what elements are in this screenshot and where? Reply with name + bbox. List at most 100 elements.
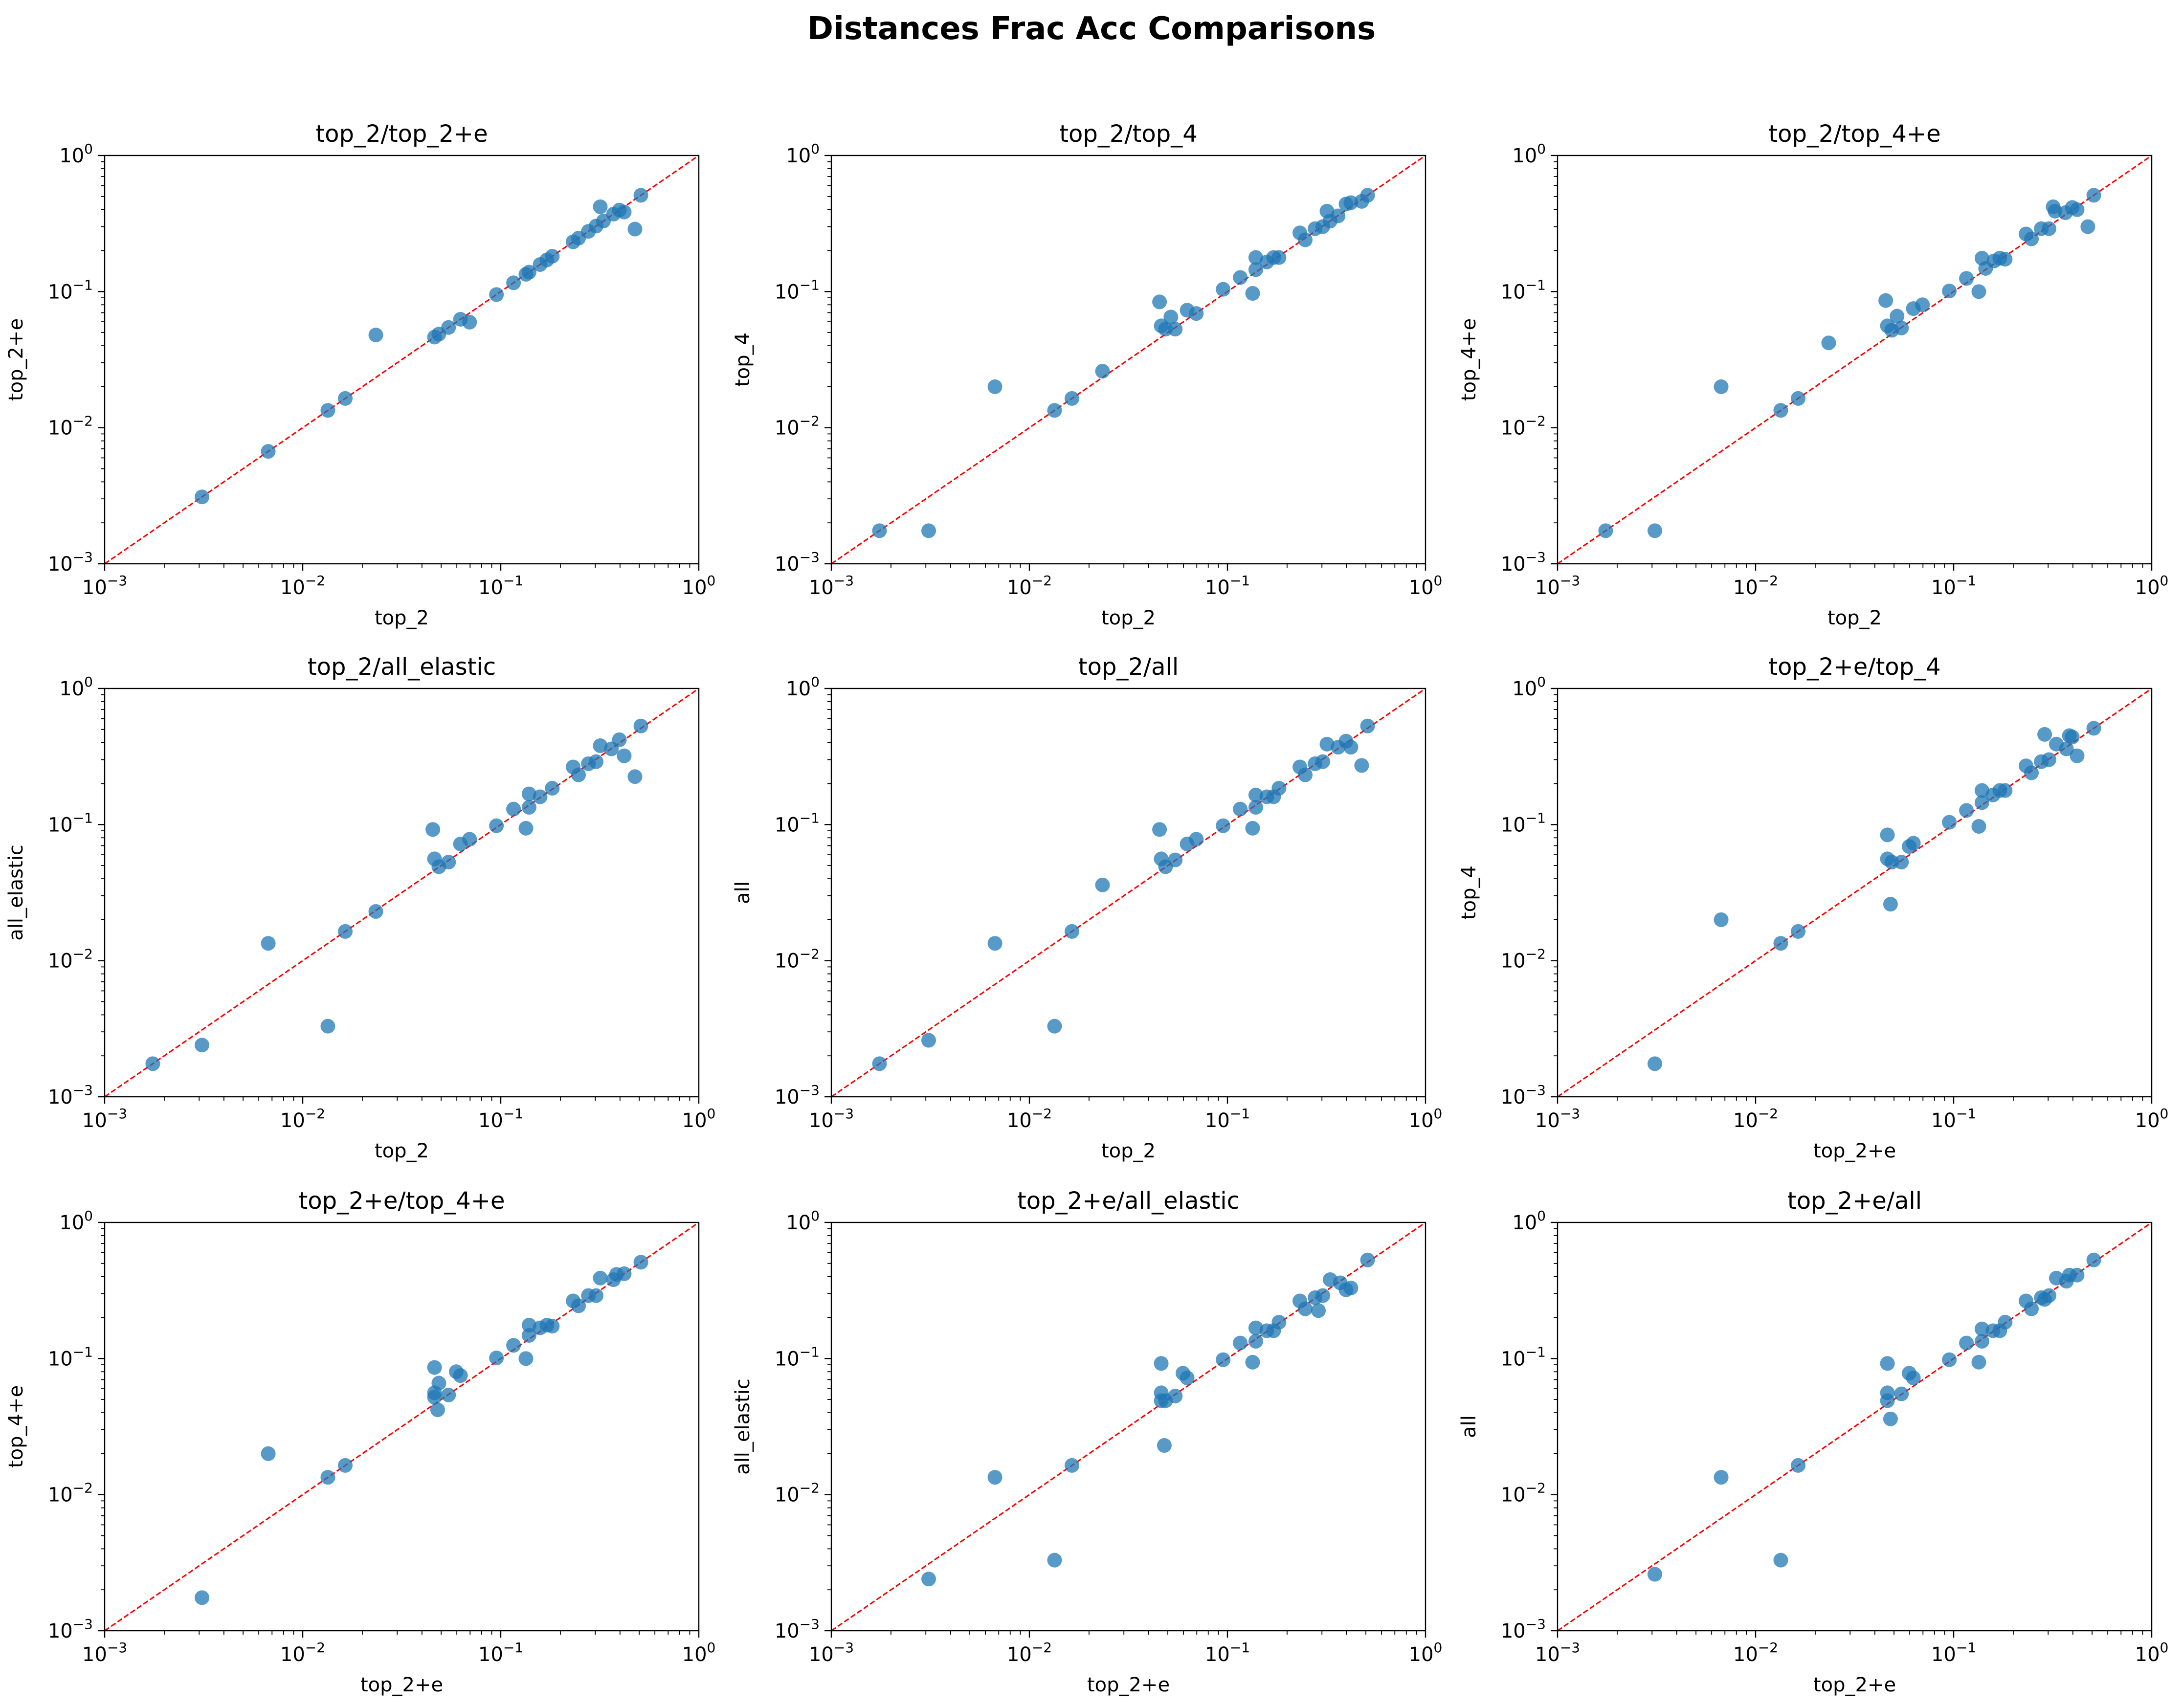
x-tick-label: 10−1 xyxy=(478,1106,523,1132)
scatter-point xyxy=(1245,821,1260,836)
y-tick-label: 100 xyxy=(786,1208,820,1234)
reference-line xyxy=(831,1222,1426,1631)
scatter-point xyxy=(506,801,521,817)
scatter-point xyxy=(1248,262,1263,277)
y-axis-label: top_4 xyxy=(1458,865,1480,920)
subplot-title: top_2+e/top_4 xyxy=(1768,653,1940,681)
scatter-point xyxy=(1880,1393,1895,1408)
scatter-point xyxy=(441,320,456,335)
scatter-point xyxy=(506,1338,521,1353)
scatter-point xyxy=(2041,221,2056,236)
y-axis-label: top_2+e xyxy=(5,318,27,401)
plot-area xyxy=(831,155,1426,564)
scatter-point xyxy=(368,328,383,343)
x-tick-label: 10−2 xyxy=(1007,1640,1052,1666)
y-tick-label: 10−1 xyxy=(1501,810,1546,836)
scatter-point xyxy=(545,248,560,264)
scatter-point xyxy=(1998,783,2013,798)
scatter-point xyxy=(1168,1389,1183,1404)
scatter-point xyxy=(1360,1252,1375,1267)
scatter-point xyxy=(195,1590,210,1605)
scatter-point xyxy=(2086,188,2101,203)
scatter-point xyxy=(1915,297,1930,312)
axes-frame xyxy=(1557,1221,2153,1632)
x-tick-label: 10−3 xyxy=(1535,573,1580,599)
reference-line xyxy=(1558,155,2152,564)
axes-frame xyxy=(104,688,700,1098)
scatter-point xyxy=(1648,1056,1663,1071)
scatter-point xyxy=(1248,1333,1263,1349)
x-tick-label: 10−3 xyxy=(809,1106,854,1132)
scatter-point xyxy=(1360,718,1375,733)
y-tick-label: 10−1 xyxy=(775,277,820,303)
scatter-point xyxy=(593,1270,608,1286)
scatter-point xyxy=(627,769,643,784)
scatter-point xyxy=(427,1360,442,1375)
scatter-point xyxy=(1971,819,1986,834)
scatter-point xyxy=(320,403,335,418)
scatter-point xyxy=(1974,795,1989,810)
y-tick-label: 100 xyxy=(59,674,93,700)
x-tick-label: 10−2 xyxy=(1007,573,1052,599)
scatter-point xyxy=(1714,379,1729,394)
y-tick-label: 10−2 xyxy=(48,946,93,973)
scatter-point xyxy=(1906,836,1921,851)
scatter-point xyxy=(1773,1553,1788,1568)
scatter-point xyxy=(427,1390,442,1405)
scatter-point xyxy=(1880,827,1895,843)
plot-area xyxy=(1558,1222,2152,1631)
axes-frame xyxy=(104,155,700,565)
subplot-title: top_2/top_4+e xyxy=(1768,120,1940,148)
x-tick-label: 10−1 xyxy=(478,1640,523,1666)
scatter-point xyxy=(1180,1371,1195,1386)
scatter-point xyxy=(1152,822,1167,837)
scatter-point xyxy=(195,489,210,505)
scatter-point xyxy=(338,391,353,406)
x-axis-label: top_2 xyxy=(1101,607,1156,629)
scatter-point xyxy=(2086,721,2101,736)
y-tick-label: 100 xyxy=(59,1208,93,1234)
scatter-point xyxy=(425,822,441,837)
y-tick-label: 10−3 xyxy=(48,1616,93,1642)
x-axis-label: top_2+e xyxy=(1087,1674,1170,1696)
scatter-point xyxy=(2024,1301,2039,1316)
plot-area xyxy=(1558,155,2152,564)
scatter-point xyxy=(2086,1252,2101,1267)
scatter-point xyxy=(612,732,627,747)
scatter-point xyxy=(1248,799,1263,815)
y-tick-label: 10−2 xyxy=(775,946,820,973)
y-tick-label: 10−3 xyxy=(1501,1082,1546,1109)
scatter-point xyxy=(533,789,548,804)
x-tick-label: 10−1 xyxy=(1205,1640,1250,1666)
x-axis-label: top_2 xyxy=(375,607,429,629)
scatter-point xyxy=(1894,1386,1909,1401)
scatter-point xyxy=(1791,924,1806,939)
scatter-point xyxy=(1152,294,1167,310)
x-tick-label: 10−3 xyxy=(82,573,127,599)
y-tick-label: 10−2 xyxy=(1501,1480,1546,1507)
scatter-point xyxy=(627,222,643,237)
scatter-point xyxy=(1157,1438,1172,1453)
scatter-point xyxy=(453,1368,468,1383)
y-axis-label: all xyxy=(1458,1415,1480,1438)
scatter-point xyxy=(545,1319,560,1334)
scatter-point xyxy=(1343,740,1359,755)
scatter-point xyxy=(462,832,477,847)
scatter-point xyxy=(1047,403,1062,418)
scatter-point xyxy=(1095,364,1110,379)
plot-area xyxy=(831,688,1426,1097)
scatter-point xyxy=(1821,335,1836,351)
y-tick-label: 10−3 xyxy=(1501,549,1546,576)
scatter-point xyxy=(2070,202,2085,217)
scatter-point xyxy=(1773,936,1788,951)
y-tick-label: 100 xyxy=(1512,1208,1546,1234)
y-tick-label: 10−1 xyxy=(48,277,93,303)
scatter-point xyxy=(320,1019,335,1034)
scatter-point xyxy=(1047,1019,1062,1034)
x-tick-label: 10−3 xyxy=(1535,1640,1580,1666)
scatter-point xyxy=(872,523,887,538)
scatter-point xyxy=(261,444,276,459)
x-tick-label: 100 xyxy=(1409,1640,1443,1666)
y-tick-label: 100 xyxy=(1512,141,1546,167)
scatter-point xyxy=(1974,1333,1989,1349)
